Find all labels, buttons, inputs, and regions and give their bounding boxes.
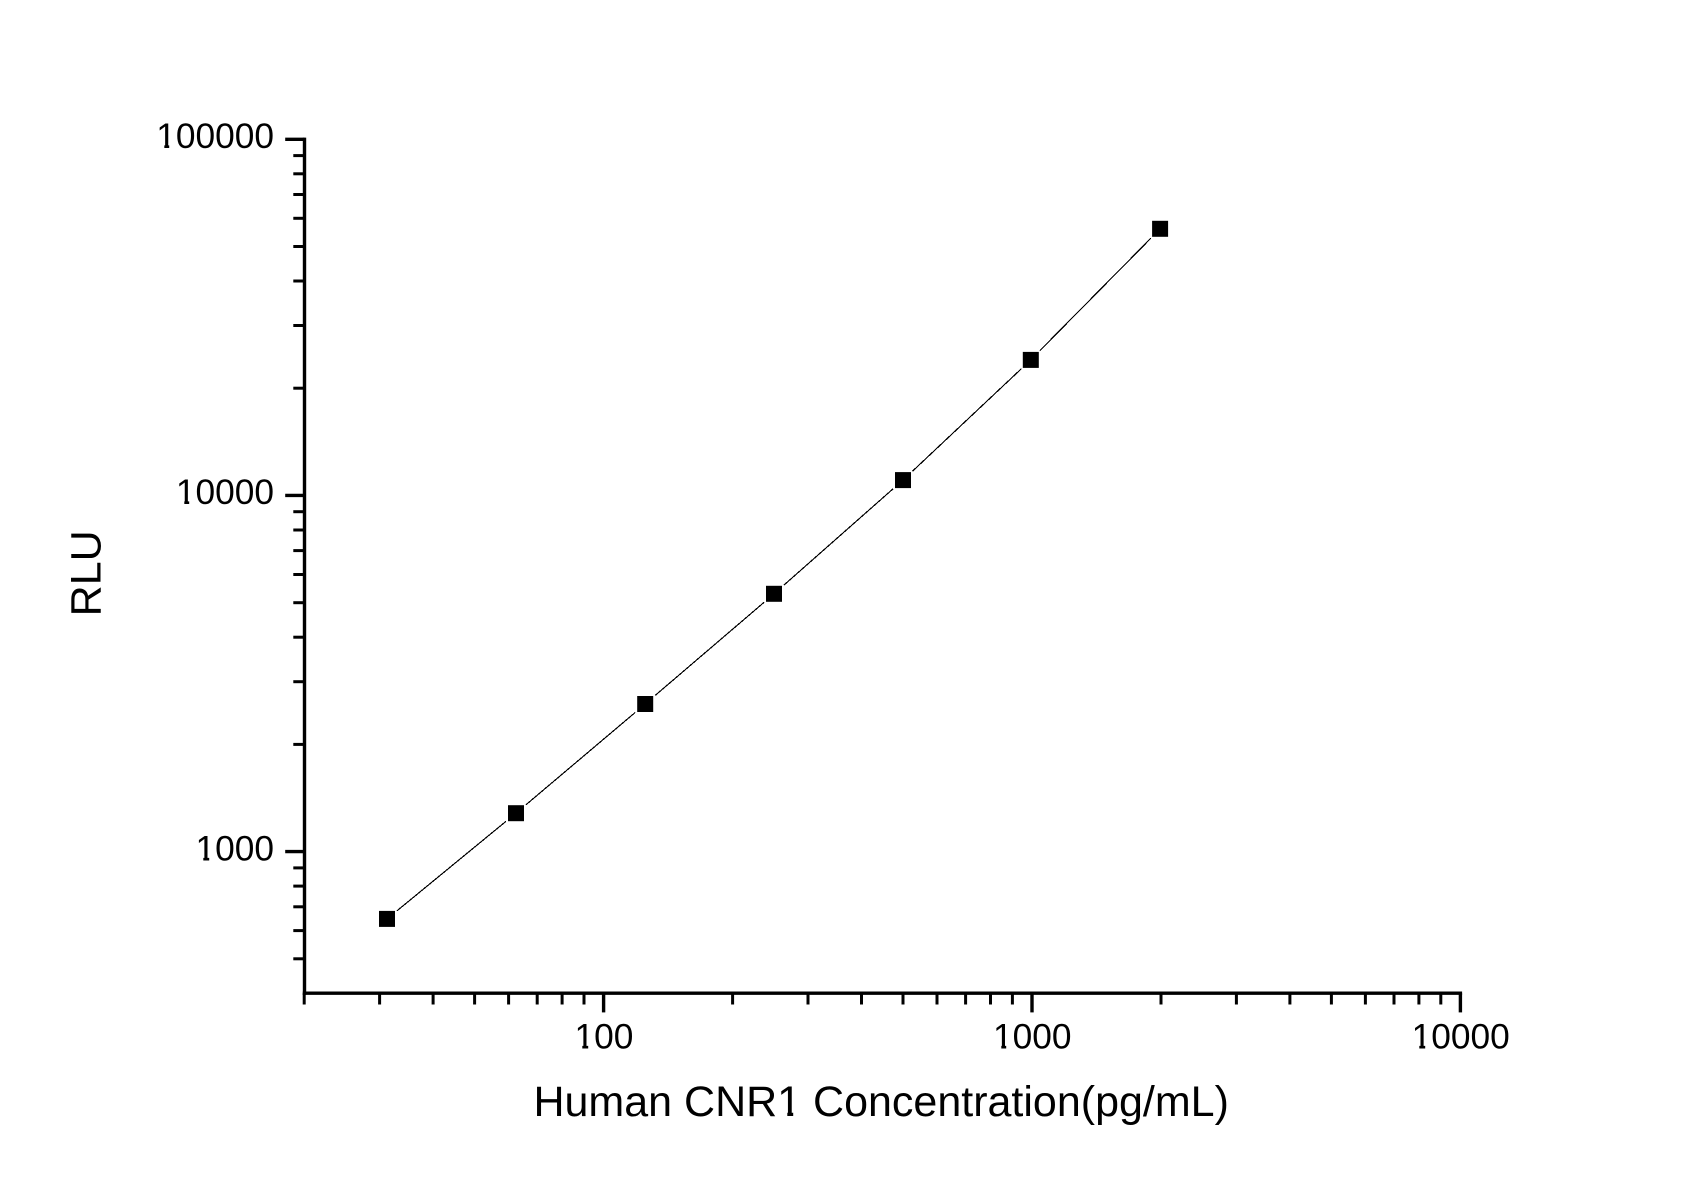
svg-text:Human CNR1 Concentration(pg/mL: Human CNR1 Concentration(pg/mL) [533,1078,1228,1126]
svg-text:10000: 10000 [176,473,274,512]
svg-text:10000: 10000 [1412,1018,1510,1057]
svg-text:1000: 1000 [993,1018,1072,1057]
svg-text:100000: 100000 [156,117,274,156]
svg-text:RLU: RLU [62,530,110,616]
svg-text:100: 100 [574,1018,633,1057]
svg-text:1000: 1000 [195,829,274,868]
